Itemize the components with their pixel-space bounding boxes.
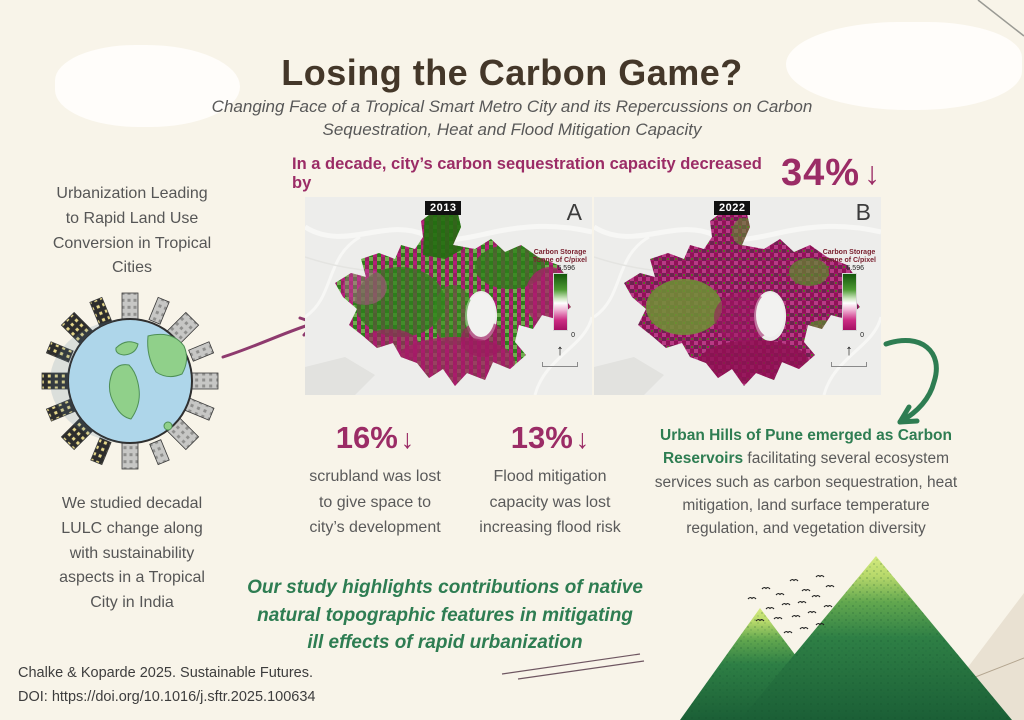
green-curved-arrow-icon — [883, 337, 939, 425]
urban-hills-highlight: Urban Hills of Pune emerged as Carbon Re… — [645, 424, 967, 540]
legend-min-value: 0 — [571, 332, 575, 339]
study-description-text: We studied decadal LULC change along wit… — [59, 495, 205, 612]
map-panel-2022: 2022 B Carbon Storage Tonne of C/pixel 5… — [594, 197, 881, 395]
citation-doi: DOI: https://doi.org/10.1016/j.sftr.2025… — [18, 688, 316, 705]
subtitle-line-1: Changing Face of a Tropical Smart Metro … — [211, 97, 813, 116]
stat-desc-scrubland: scrubland was lost to give space to city… — [309, 468, 441, 537]
stat-flood: 13% ↓ Flood mitigation capacity was lost … — [460, 420, 640, 541]
carbon-storage-map-2013 — [305, 205, 592, 395]
page-title: Losing the Carbon Game? — [281, 52, 743, 93]
globe-continents — [109, 333, 188, 431]
mountains-illustration — [680, 556, 1024, 720]
bird-flock-icon — [747, 575, 835, 634]
down-arrow-icon: ↓ — [575, 424, 590, 454]
stat-scrubland: 16% ↓ scrubland was lost to give space to… — [285, 420, 465, 541]
legend-max-value: 5.596 — [557, 265, 575, 272]
stat-value-16: 16% — [335, 420, 398, 455]
legend-min-value: 0 — [860, 332, 864, 339]
north-arrow-icon: ↑ — [845, 342, 853, 359]
legend-gradient-bar — [552, 273, 568, 331]
white-blob-top-right — [786, 22, 1022, 110]
map-legend-a: Carbon Storage Tonne of C/pixel 5.596 0 … — [531, 249, 589, 367]
scale-bar — [831, 362, 867, 367]
urbanized-earth-illustration — [41, 292, 219, 470]
page-subtitle: Changing Face of a Tropical Smart Metro … — [0, 96, 1024, 142]
map-panel-2013: 2013 A Carbon Storage Tonne of C/pixel 5… — [305, 197, 592, 395]
underline-flourish — [501, 653, 645, 680]
corner-diagonal-line — [977, 0, 1024, 37]
year-label-2022: 2022 — [714, 201, 751, 215]
globe-shading — [50, 319, 130, 443]
citation-reference: Chalke & Koparde 2025. Sustainable Futur… — [18, 665, 314, 681]
citation-block: Chalke & Koparde 2025. Sustainable Futur… — [18, 662, 438, 710]
stat-desc-flood: Flood mitigation capacity was lost incre… — [479, 468, 621, 537]
legend-max-value: 5.596 — [846, 265, 864, 272]
stat-value-13: 13% — [510, 420, 573, 455]
headline-text: In a decade, city’s carbon sequestration… — [292, 154, 762, 192]
highlight-rest-text: facilitating several ecosystem services … — [654, 450, 958, 537]
headline-stat: In a decade, city’s carbon sequestration… — [292, 152, 880, 195]
urbanization-intro-text: Urbanization Leading to Rapid Land Use C… — [52, 185, 212, 277]
map-legend-b: Carbon Storage Tonne of C/pixel 5.596 0 … — [820, 249, 878, 367]
year-label-2013: 2013 — [425, 201, 462, 215]
down-arrow-icon: ↓ — [400, 424, 415, 454]
subtitle-line-2: Sequestration, Heat and Flood Mitigation… — [322, 119, 702, 139]
scale-bar — [542, 362, 578, 367]
panel-letter-b: B — [855, 199, 871, 225]
large-mountain — [740, 556, 1012, 720]
highlight-bold-text: Urban Hills of Pune emerged as Carbon Re… — [660, 427, 952, 468]
carbon-storage-map-2022 — [594, 205, 881, 395]
down-arrow-icon: ↓ — [864, 155, 880, 191]
north-arrow-icon: ↑ — [556, 342, 564, 359]
legend-gradient-bar — [841, 273, 857, 331]
panel-letter-a: A — [566, 199, 582, 225]
headline-value: 34% — [780, 152, 860, 194]
conclusion-statement: Our study highlights contributions of na… — [247, 577, 643, 654]
white-blob-top-left — [55, 45, 240, 127]
